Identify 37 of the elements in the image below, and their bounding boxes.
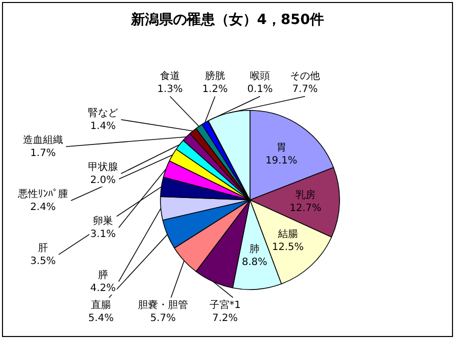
slice-label: 造血組織 bbox=[23, 134, 63, 146]
data-label: 4.2% bbox=[90, 283, 116, 294]
data-label: 2.0% bbox=[90, 175, 116, 186]
slice-label: 結腸 bbox=[276, 229, 298, 240]
slice-label: その他 bbox=[290, 70, 320, 82]
data-label: 12.5% bbox=[272, 242, 304, 254]
data-label: 1.4% bbox=[90, 121, 116, 132]
slice-label: 乳房 bbox=[296, 189, 316, 202]
slice-label: 甲状腺 bbox=[88, 161, 118, 174]
data-label: 1.2% bbox=[202, 84, 228, 95]
data-label: 7.7% bbox=[292, 84, 318, 95]
slice-label: 食道 bbox=[160, 70, 180, 82]
data-label: 5.7% bbox=[150, 313, 176, 324]
data-label: 1.7% bbox=[30, 148, 56, 160]
slice-label: 肺 bbox=[250, 242, 260, 255]
data-label: 7.2% bbox=[212, 313, 238, 324]
data-label: 2.4% bbox=[30, 202, 56, 214]
data-label: 3.5% bbox=[30, 256, 56, 268]
data-label: 5.4% bbox=[88, 313, 114, 324]
slice-label: 膀胱 bbox=[205, 70, 225, 82]
data-label: 1.3% bbox=[157, 84, 183, 95]
slice-label: 胆嚢・胆管 bbox=[138, 299, 188, 312]
slice-label: 直腸 bbox=[91, 299, 111, 312]
slice-label: 悪性ﾘﾝﾊﾟ腫 bbox=[17, 188, 68, 200]
slice-label: 肝 bbox=[38, 243, 48, 254]
data-label: 0.1% bbox=[247, 84, 273, 95]
slice-label: 喉頭 bbox=[250, 70, 270, 82]
data-label: 19.1% bbox=[265, 156, 298, 167]
slice-label: 腎など bbox=[88, 107, 118, 120]
slice-label: 卵巣 bbox=[93, 215, 113, 228]
data-label: 12.7% bbox=[290, 203, 322, 214]
slice-label: 子宮*1 bbox=[209, 299, 241, 312]
slice-label: 膵 bbox=[98, 269, 108, 282]
data-label: 8.8% bbox=[242, 256, 268, 268]
slice-label: 胃 bbox=[276, 142, 286, 154]
data-label: 3.1% bbox=[90, 229, 116, 240]
chart-title: 新潟県の罹患（女）4，850件 bbox=[130, 11, 325, 29]
